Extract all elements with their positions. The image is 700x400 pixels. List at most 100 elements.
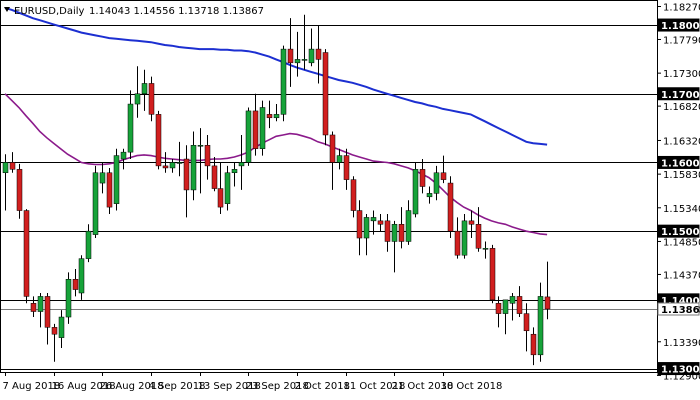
candle bbox=[120, 148, 127, 170]
y-tick-label: 1.17300 bbox=[663, 69, 700, 80]
candle-body bbox=[204, 145, 211, 167]
candle bbox=[398, 207, 405, 249]
header-triangle-icon bbox=[4, 7, 10, 12]
candle-body bbox=[391, 224, 398, 242]
x-tick-label: 2 Oct 2018 bbox=[295, 381, 350, 392]
candle bbox=[329, 131, 336, 190]
candle-body bbox=[398, 224, 405, 242]
candle bbox=[23, 209, 30, 304]
candle bbox=[148, 76, 155, 122]
candle-body bbox=[211, 165, 218, 189]
candle-body bbox=[412, 169, 419, 215]
price-badge: 1.18000 bbox=[657, 18, 700, 32]
price-badge-bg bbox=[657, 362, 700, 376]
candle bbox=[426, 186, 433, 204]
candle-body bbox=[44, 296, 51, 328]
candle-body bbox=[509, 296, 516, 304]
candle-body bbox=[245, 110, 252, 163]
candle bbox=[30, 296, 37, 318]
candle bbox=[44, 292, 51, 345]
candle-body bbox=[516, 296, 523, 314]
candle-body bbox=[350, 179, 357, 211]
candle bbox=[37, 292, 44, 328]
candle bbox=[356, 200, 363, 256]
candle-body bbox=[197, 145, 204, 147]
price-badge-bg bbox=[657, 155, 700, 169]
candle bbox=[92, 165, 99, 239]
candle bbox=[85, 224, 92, 263]
y-tick-label: 1.12900 bbox=[663, 371, 700, 382]
candle-body bbox=[461, 220, 468, 256]
price-badge-bg bbox=[657, 18, 700, 32]
candle-body bbox=[231, 169, 238, 174]
x-tick-label: 26 Aug 2018 bbox=[100, 381, 164, 392]
candle bbox=[211, 156, 218, 192]
candle-body bbox=[329, 134, 336, 163]
candle-body bbox=[530, 333, 537, 356]
candle-body bbox=[336, 155, 343, 163]
candle-body bbox=[148, 83, 155, 115]
candle-body bbox=[141, 83, 148, 94]
ma-fast-line bbox=[4, 93, 548, 236]
candle bbox=[78, 255, 85, 300]
candle-body bbox=[9, 162, 16, 170]
candle-body bbox=[447, 182, 454, 232]
candle-body bbox=[370, 217, 377, 222]
candle bbox=[280, 45, 287, 122]
candle bbox=[509, 292, 516, 321]
candle bbox=[9, 152, 16, 173]
candle-body bbox=[259, 107, 266, 149]
y-tick-label: 1.14370 bbox=[663, 270, 700, 281]
ohlc-values: 1.14043 1.14556 1.13718 1.13867 bbox=[89, 6, 264, 17]
candle bbox=[259, 100, 266, 156]
x-tick-label: 23 Sep 2018 bbox=[246, 381, 309, 392]
candle bbox=[2, 154, 9, 211]
candle-body bbox=[58, 316, 65, 338]
candle-body bbox=[176, 162, 183, 164]
x-tick-label: 4 Sep 2018 bbox=[149, 381, 206, 392]
candle bbox=[176, 141, 183, 177]
candle bbox=[58, 310, 65, 348]
candle bbox=[454, 217, 461, 259]
candle-body bbox=[440, 172, 447, 180]
candle-body bbox=[266, 114, 273, 119]
candle bbox=[537, 282, 544, 362]
candle bbox=[224, 165, 231, 211]
y-tick-label: 1.16820 bbox=[663, 102, 700, 113]
candle bbox=[127, 90, 134, 160]
candle-body bbox=[113, 155, 120, 204]
candle-body bbox=[280, 48, 287, 115]
candle bbox=[134, 66, 141, 118]
candle-body bbox=[134, 93, 141, 105]
candle bbox=[141, 69, 148, 111]
candle bbox=[308, 28, 315, 67]
candle-body bbox=[127, 103, 134, 153]
price-badges: 1.18000 1.17000 1.16000 1.15000 1.14000 1.130… bbox=[657, 18, 700, 376]
candle-body bbox=[294, 59, 301, 64]
candle-body bbox=[419, 169, 426, 187]
y-tick-label: 1.15830 bbox=[663, 170, 700, 181]
price-badge: 1.16000 bbox=[657, 155, 700, 169]
candle-body bbox=[544, 296, 551, 310]
candle-body bbox=[475, 224, 482, 249]
candle-body bbox=[30, 303, 37, 312]
candle bbox=[204, 134, 211, 180]
candle bbox=[169, 159, 176, 173]
candle-body bbox=[190, 145, 197, 191]
price-badge-label: 1.13000 bbox=[661, 365, 700, 376]
candle bbox=[238, 134, 245, 190]
candle-body bbox=[363, 217, 370, 239]
candle-body bbox=[92, 172, 99, 235]
candle-body bbox=[377, 220, 384, 225]
candle bbox=[391, 220, 398, 273]
candle-body bbox=[308, 48, 315, 64]
candle-body bbox=[99, 172, 106, 184]
candle bbox=[440, 155, 447, 184]
plot-frame bbox=[0, 0, 658, 373]
x-tick-label: 30 Oct 2018 bbox=[441, 381, 503, 392]
candle-body bbox=[287, 48, 294, 64]
candle-body bbox=[65, 279, 72, 318]
candle bbox=[475, 207, 482, 252]
candle-body bbox=[106, 172, 113, 208]
